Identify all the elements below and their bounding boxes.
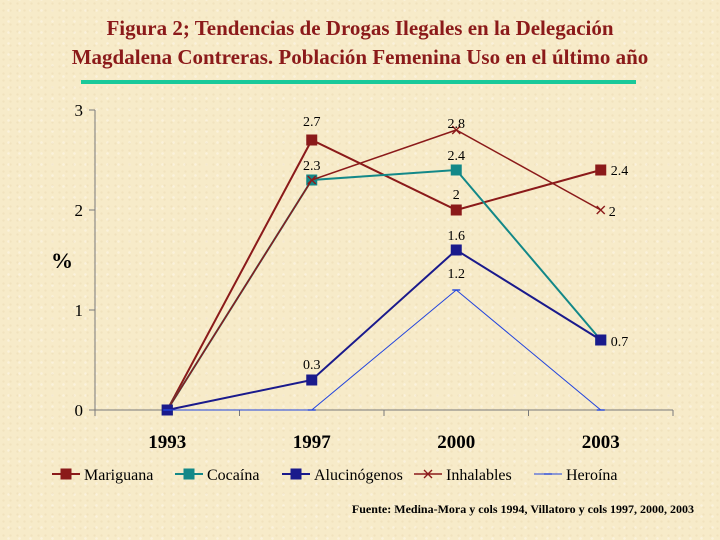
legend-marker-alucinogenos	[290, 468, 302, 480]
data-label: 2.8	[448, 117, 466, 132]
legend-label-alucinogenos: Alucinógenos	[314, 467, 403, 484]
y-tick-label: 2	[75, 201, 84, 220]
data-point-inhalables	[596, 205, 606, 215]
data-point-alucinogenos	[306, 374, 318, 386]
series-line-alucinogenos	[167, 248, 602, 411]
x-tick-label: 1997	[293, 432, 332, 453]
series-line-inhalables	[166, 129, 602, 411]
y-tick-label: 1	[75, 301, 84, 320]
chart-title-line-1: Figura 2; Tendencias de Drogas Ilegales …	[106, 16, 614, 40]
chart-title-line-2: Magdalena Contreras. Población Femenina …	[71, 45, 649, 69]
legend-marker-mariguana	[60, 468, 72, 480]
data-point-mariguana	[450, 204, 462, 216]
x-tick-label: 2003	[582, 432, 620, 453]
data-point-alucinogenos	[595, 334, 607, 346]
legend-label-cocaina: Cocaína	[207, 467, 259, 484]
chart-title: Figura 2; Tendencias de Drogas Ilegales …	[0, 14, 720, 72]
data-label: 2.4	[611, 164, 629, 179]
data-point-inhalables	[451, 125, 461, 135]
data-label: 2	[453, 188, 460, 203]
legend-label-heroina: Heroína	[566, 467, 618, 484]
x-tick-label: 1993	[148, 432, 186, 453]
x-tick-label: 2000	[437, 432, 475, 453]
legend-label-mariguana: Mariguana	[84, 467, 153, 484]
data-point-mariguana	[306, 134, 318, 146]
series-line-mariguana	[166, 138, 602, 411]
legend-marker-cocaina	[183, 468, 195, 480]
data-label: 2	[609, 205, 616, 220]
legend-label-inhalables: Inhalables	[446, 467, 512, 484]
line-chart: 0 1 2 3 1993 1997 2000 2003% 2.7 2 2.4 2.3 2.4 0.3 1.6…	[51, 101, 674, 484]
source-note: Fuente: Medina-Mora y cols 1994, Villato…	[351, 502, 694, 516]
data-label: 0.7	[611, 335, 629, 350]
data-label: 1.2	[448, 267, 466, 282]
data-point-mariguana	[595, 164, 607, 176]
y-tick-label: 3	[75, 101, 84, 120]
data-point-inhalables	[307, 175, 317, 185]
data-label: 2.3	[303, 159, 321, 174]
data-point-cocaina	[450, 164, 462, 176]
data-label: 1.6	[448, 229, 466, 244]
legend-marker-inhalables	[423, 469, 433, 479]
y-axis-label: %	[51, 248, 73, 273]
title-underline	[81, 80, 636, 84]
series-line-heroina	[167, 289, 602, 411]
data-point-alucinogenos	[450, 244, 462, 256]
data-label: 2.4	[448, 149, 466, 164]
y-tick-label: 0	[75, 401, 84, 420]
data-label: 2.7	[303, 115, 321, 130]
data-label: 0.3	[303, 358, 321, 373]
